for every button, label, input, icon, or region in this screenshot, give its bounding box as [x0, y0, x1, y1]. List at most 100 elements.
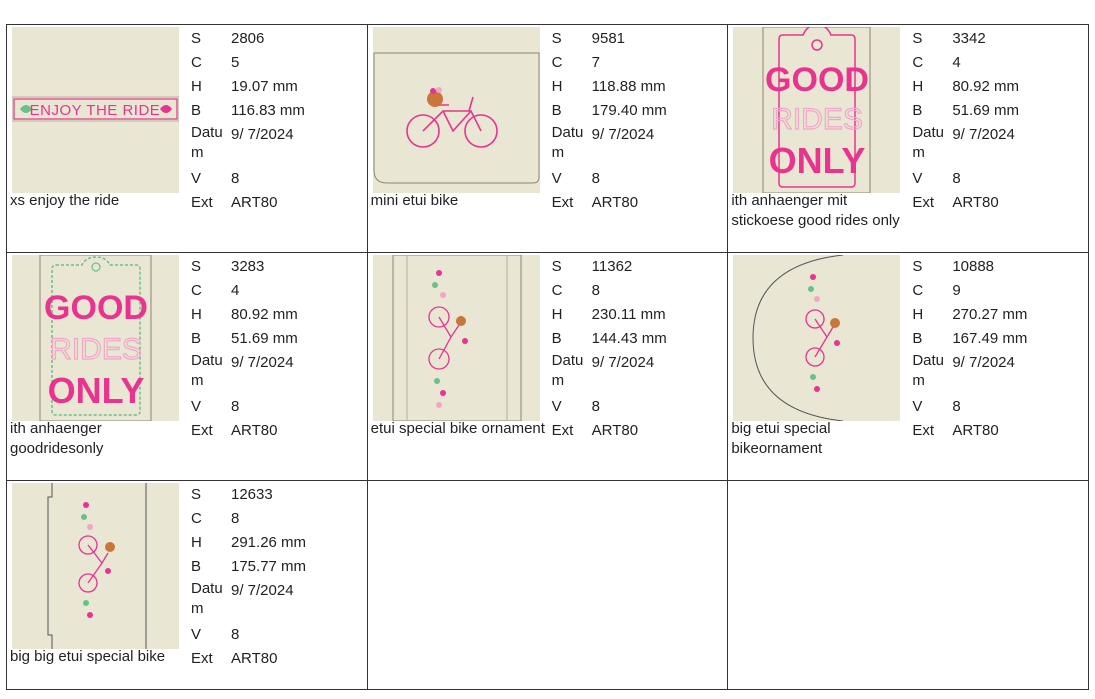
- prop-label-datum: Datum: [912, 124, 944, 161]
- prop-version: 8: [952, 398, 961, 415]
- prop-label-c: C: [912, 54, 924, 71]
- design-name: mini etui bike: [370, 192, 459, 209]
- design-properties: S 3342 C 4 H 80.92 mm B 51.69 mm Datum 9/ 7/2…: [912, 27, 1082, 215]
- prop-label-h: H: [191, 78, 202, 95]
- design-grid: ENJOY THE RIDE xs enjoy the ride S 2806 C…: [6, 24, 1089, 690]
- thumb-text-only: ONLY: [48, 370, 145, 411]
- prop-label-v: V: [191, 626, 202, 643]
- prop-stitches: 10888: [952, 258, 995, 275]
- prop-version: 8: [231, 626, 240, 643]
- design-name: big etui special bikeornament: [731, 420, 831, 457]
- prop-colors: 8: [231, 510, 240, 527]
- design-name: ith anhaenger mit stickoese good rides o…: [731, 192, 900, 229]
- prop-label-h: H: [551, 306, 563, 323]
- prop-version: 8: [231, 398, 240, 415]
- thumb-text-rides: RIDES: [50, 333, 142, 366]
- design-cell[interactable]: etui special bike ornament S 11362 C 8 H 23…: [366, 252, 729, 481]
- prop-label-v: V: [191, 398, 202, 415]
- prop-label-datum: Datum: [191, 352, 223, 389]
- design-cell[interactable]: mini etui bike S 9581 C 7 H 118.88 mm B 179.…: [366, 24, 729, 253]
- prop-label-b: B: [912, 102, 923, 119]
- thumb-text-good: GOOD: [44, 289, 148, 327]
- prop-label-s: S: [191, 486, 202, 503]
- design-properties: S 10888 C 9 H 270.27 mm B 167.49 mm Datum 9/ …: [912, 255, 1082, 443]
- design-properties: S 3283 C 4 H 80.92 mm B 51.69 mm Datum 9/ 7/2…: [191, 255, 361, 443]
- prop-label-ext: Ext: [191, 194, 213, 211]
- design-name: etui special bike ornament: [370, 420, 545, 437]
- prop-version: 8: [952, 170, 961, 187]
- design-thumbnail-etui-special-bike[interactable]: [372, 255, 540, 421]
- prop-label-datum: Datum: [191, 580, 223, 617]
- design-properties: S 2806 C 5 H 19.07 mm B 116.83 mm Datum 9/ 7/…: [191, 27, 361, 215]
- prop-date: 9/ 7/2024: [952, 126, 1015, 143]
- prop-height: 291.26 mm: [231, 534, 307, 551]
- prop-label-ext: Ext: [551, 194, 574, 211]
- prop-width: 175.77 mm: [231, 558, 307, 575]
- prop-label-c: C: [912, 282, 924, 299]
- prop-width: 167.49 mm: [952, 330, 1028, 347]
- prop-label-b: B: [191, 558, 202, 575]
- design-cell[interactable]: GOOD RIDES ONLY ith anhaenger goodrideso…: [6, 252, 368, 481]
- prop-label-h: H: [912, 306, 924, 323]
- prop-label-ext: Ext: [912, 422, 934, 439]
- design-thumbnail-good-rides-tag[interactable]: GOOD RIDES ONLY: [733, 27, 901, 193]
- prop-label-b: B: [912, 330, 923, 347]
- prop-label-c: C: [551, 282, 563, 299]
- design-thumbnail-enjoy-the-ride[interactable]: ENJOY THE RIDE: [12, 27, 179, 193]
- thumb-text-enjoy: ENJOY THE RIDE: [30, 102, 161, 119]
- prop-colors: 5: [231, 54, 240, 71]
- design-cell[interactable]: GOOD RIDES ONLY ith anhaenger mit sticko…: [727, 24, 1089, 253]
- prop-ext: ART80: [952, 422, 999, 439]
- prop-colors: 7: [591, 54, 600, 71]
- empty-cell: [366, 480, 729, 690]
- prop-width: 179.40 mm: [591, 102, 667, 119]
- prop-label-b: B: [191, 330, 202, 347]
- prop-colors: 4: [231, 282, 240, 299]
- design-cell[interactable]: big big etui special bike S 12633 C 8 H 291…: [6, 480, 368, 690]
- design-thumbnail-big-big-etui[interactable]: [12, 483, 179, 649]
- thumb-text-rides: RIDES: [771, 103, 863, 136]
- prop-label-v: V: [912, 170, 923, 187]
- prop-label-v: V: [551, 398, 562, 415]
- prop-label-h: H: [912, 78, 924, 95]
- design-thumbnail-goodridesonly-tag[interactable]: GOOD RIDES ONLY: [12, 255, 179, 421]
- prop-label-s: S: [912, 30, 923, 47]
- prop-label-ext: Ext: [551, 422, 574, 439]
- prop-version: 8: [231, 170, 240, 187]
- prop-label-s: S: [191, 30, 202, 47]
- floral-bike-icon: [428, 306, 460, 370]
- design-name: ith anhaenger goodridesonly: [10, 420, 104, 457]
- prop-label-s: S: [551, 258, 562, 275]
- prop-colors: 8: [591, 282, 600, 299]
- design-properties: S 9581 C 7 H 118.88 mm B 179.40 mm Datum 9/ 7…: [552, 27, 722, 215]
- prop-label-c: C: [551, 54, 563, 71]
- prop-date: 9/ 7/2024: [231, 582, 294, 599]
- prop-height: 80.92 mm: [231, 306, 298, 323]
- empty-cell: [727, 480, 1089, 690]
- prop-stitches: 3283: [231, 258, 265, 275]
- prop-label-c: C: [191, 510, 202, 527]
- design-cell[interactable]: ENJOY THE RIDE xs enjoy the ride S 2806 C…: [6, 24, 368, 253]
- design-thumbnail-big-etui-special[interactable]: [733, 255, 901, 421]
- prop-colors: 4: [952, 54, 961, 71]
- prop-ext: ART80: [231, 422, 278, 439]
- prop-label-b: B: [551, 330, 562, 347]
- prop-label-ext: Ext: [912, 194, 934, 211]
- prop-height: 80.92 mm: [952, 78, 1020, 95]
- prop-label-ext: Ext: [191, 650, 213, 667]
- design-thumbnail-mini-etui-bike[interactable]: [372, 27, 540, 193]
- prop-label-h: H: [191, 534, 202, 551]
- prop-stitches: 3342: [952, 30, 986, 47]
- prop-date: 9/ 7/2024: [231, 126, 294, 143]
- prop-label-h: H: [191, 306, 202, 323]
- prop-label-s: S: [912, 258, 923, 275]
- design-name: big big etui special bike: [10, 648, 166, 665]
- floral-bike-icon: [805, 309, 834, 367]
- prop-colors: 9: [952, 282, 961, 299]
- thumb-text-only: ONLY: [769, 140, 866, 181]
- design-properties: S 12633 C 8 H 291.26 mm B 175.77 mm Datum 9/ …: [191, 483, 361, 671]
- prop-height: 270.27 mm: [952, 306, 1028, 323]
- prop-stitches: 2806: [231, 30, 265, 47]
- prop-label-c: C: [191, 54, 202, 71]
- design-cell[interactable]: big etui special bikeornament S 10888 C 9 …: [727, 252, 1089, 481]
